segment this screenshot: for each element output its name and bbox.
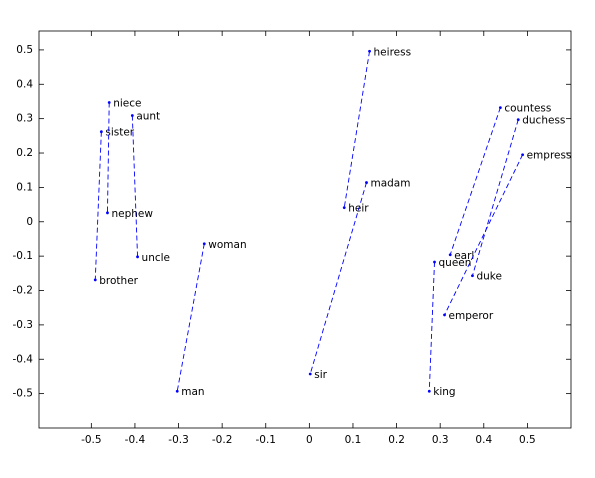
point-label: nephew xyxy=(111,208,153,220)
pair-line xyxy=(472,119,519,276)
point xyxy=(368,49,371,53)
pair-line xyxy=(107,102,110,213)
point xyxy=(365,181,368,184)
point-label: brother xyxy=(99,275,138,287)
point-label: heiress xyxy=(374,46,412,58)
point xyxy=(99,130,103,134)
point-label: earl xyxy=(454,250,474,262)
point-label: uncle xyxy=(142,252,170,264)
point xyxy=(516,118,520,122)
point xyxy=(107,101,111,104)
x-tick-label: 0.5 xyxy=(519,434,536,446)
pair-line xyxy=(176,243,205,392)
point xyxy=(93,278,97,282)
x-tick-label: -0.2 xyxy=(212,434,233,446)
point xyxy=(130,114,134,117)
y-tick-label: 0.5 xyxy=(16,44,33,56)
pair-line xyxy=(94,131,102,280)
pair-line xyxy=(343,51,370,208)
point-label: madam xyxy=(370,178,410,190)
x-tick-label: 0.1 xyxy=(345,434,362,446)
x-tick-label: 0.4 xyxy=(475,434,492,446)
point-label: empress xyxy=(527,150,572,162)
point xyxy=(443,313,446,317)
x-tick-label: -0.4 xyxy=(125,434,146,446)
point xyxy=(175,389,179,393)
point-label: duke xyxy=(476,271,502,283)
point-label: duchess xyxy=(522,115,565,127)
x-tick-label: 0.3 xyxy=(432,434,449,446)
point-label: niece xyxy=(113,97,141,109)
point xyxy=(308,372,312,376)
point-label: king xyxy=(433,386,455,398)
point xyxy=(136,255,139,259)
y-tick-label: -0.5 xyxy=(13,388,34,400)
point-label: emperor xyxy=(449,310,494,322)
point xyxy=(498,106,502,110)
y-tick-label: -0.1 xyxy=(13,250,34,262)
x-tick-label: -0.1 xyxy=(256,434,277,446)
x-tick-label: 0.2 xyxy=(388,434,405,446)
pair-line xyxy=(449,107,501,255)
point xyxy=(471,274,474,278)
point-label: sister xyxy=(105,127,134,139)
point-label: aunt xyxy=(136,111,160,123)
point-label: man xyxy=(181,386,204,398)
y-tick-label: -0.2 xyxy=(13,285,34,297)
point-label: countess xyxy=(504,103,551,115)
x-tick-label: -0.3 xyxy=(168,434,189,446)
point xyxy=(521,153,524,157)
x-tick-label: 0 xyxy=(306,434,313,446)
point xyxy=(106,211,109,215)
point xyxy=(427,389,431,393)
y-tick-label: 0 xyxy=(26,216,33,228)
pair-line xyxy=(309,182,367,375)
point-label: sir xyxy=(314,369,327,381)
pair-line xyxy=(444,154,524,316)
point xyxy=(448,253,452,257)
y-tick-label: 0.2 xyxy=(16,147,33,159)
point xyxy=(342,206,346,210)
point-label: woman xyxy=(208,239,246,251)
pair-line xyxy=(428,261,435,392)
point xyxy=(433,260,436,264)
y-tick-label: -0.3 xyxy=(13,319,34,331)
y-tick-label: 0.3 xyxy=(16,113,33,125)
point xyxy=(202,242,206,246)
y-tick-label: 0.1 xyxy=(16,181,33,193)
y-tick-label: -0.4 xyxy=(13,353,34,365)
point-label: queen xyxy=(439,257,472,269)
x-tick-label: -0.5 xyxy=(81,434,102,446)
y-tick-label: 0.4 xyxy=(16,78,33,90)
axes-box xyxy=(38,30,572,429)
